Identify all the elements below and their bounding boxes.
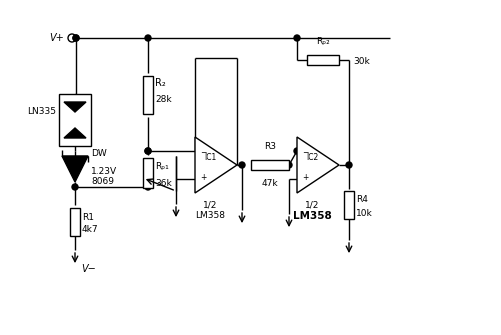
Circle shape	[73, 35, 79, 41]
Text: +: +	[200, 173, 206, 182]
Polygon shape	[64, 102, 86, 112]
Circle shape	[145, 35, 151, 41]
Text: 30k: 30k	[353, 58, 370, 67]
Circle shape	[239, 162, 245, 168]
Text: R4: R4	[356, 196, 368, 204]
Bar	[307, 55, 339, 65]
Text: 10k: 10k	[356, 208, 373, 217]
Bar	[344, 191, 354, 219]
Bar	[59, 94, 91, 146]
Circle shape	[346, 162, 352, 168]
Bar	[143, 158, 153, 188]
Text: R1: R1	[82, 212, 94, 221]
Text: Rₚ₁: Rₚ₁	[155, 162, 169, 172]
Polygon shape	[297, 137, 339, 193]
Text: IC1: IC1	[204, 152, 216, 161]
Circle shape	[145, 184, 151, 190]
Text: 1/2: 1/2	[305, 201, 320, 210]
Text: 8069: 8069	[91, 177, 114, 186]
Text: R₂: R₂	[155, 78, 166, 88]
Text: DW: DW	[91, 149, 107, 158]
Circle shape	[294, 35, 300, 41]
Polygon shape	[64, 128, 86, 138]
Text: IC2: IC2	[306, 152, 319, 161]
Bar	[251, 160, 289, 170]
Text: LM358: LM358	[293, 211, 332, 221]
Circle shape	[73, 35, 79, 41]
Text: V−: V−	[81, 264, 96, 274]
Text: LN335: LN335	[27, 108, 56, 117]
Circle shape	[286, 162, 292, 168]
Text: 1/2: 1/2	[203, 201, 217, 210]
Text: 4k7: 4k7	[82, 225, 99, 234]
Text: 28k: 28k	[155, 95, 172, 105]
Text: LM358: LM358	[195, 211, 225, 220]
Text: 36k: 36k	[155, 179, 172, 188]
Bar	[143, 76, 153, 114]
Circle shape	[145, 148, 151, 154]
Text: −: −	[200, 148, 206, 157]
Text: R3: R3	[264, 142, 276, 151]
Text: Rₚ₂: Rₚ₂	[316, 37, 330, 46]
Circle shape	[145, 148, 151, 154]
Text: 1.23V: 1.23V	[91, 166, 117, 176]
Text: V+: V+	[49, 33, 64, 43]
Polygon shape	[195, 137, 237, 193]
Text: −: −	[302, 148, 309, 157]
Polygon shape	[62, 156, 88, 182]
Circle shape	[72, 184, 78, 190]
Circle shape	[294, 148, 300, 154]
Text: 47k: 47k	[262, 179, 279, 188]
Text: +: +	[302, 173, 309, 182]
Bar	[70, 208, 80, 236]
